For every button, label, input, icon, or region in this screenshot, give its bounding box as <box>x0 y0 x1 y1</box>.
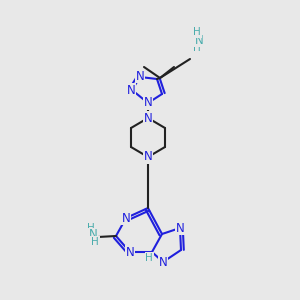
Text: N: N <box>144 151 152 164</box>
Text: N: N <box>136 70 144 83</box>
Text: N: N <box>144 112 152 124</box>
Text: N: N <box>159 256 167 268</box>
Text: N: N <box>88 229 98 242</box>
Text: N: N <box>122 212 130 224</box>
Text: N: N <box>144 97 152 110</box>
Text: N: N <box>195 34 203 46</box>
Text: H: H <box>193 27 201 37</box>
Text: N: N <box>176 221 184 235</box>
Text: N: N <box>127 83 135 97</box>
Text: N: N <box>126 245 134 259</box>
Text: H: H <box>193 43 201 53</box>
Text: H: H <box>145 253 153 263</box>
Text: H: H <box>87 223 95 233</box>
Text: H: H <box>91 237 99 247</box>
